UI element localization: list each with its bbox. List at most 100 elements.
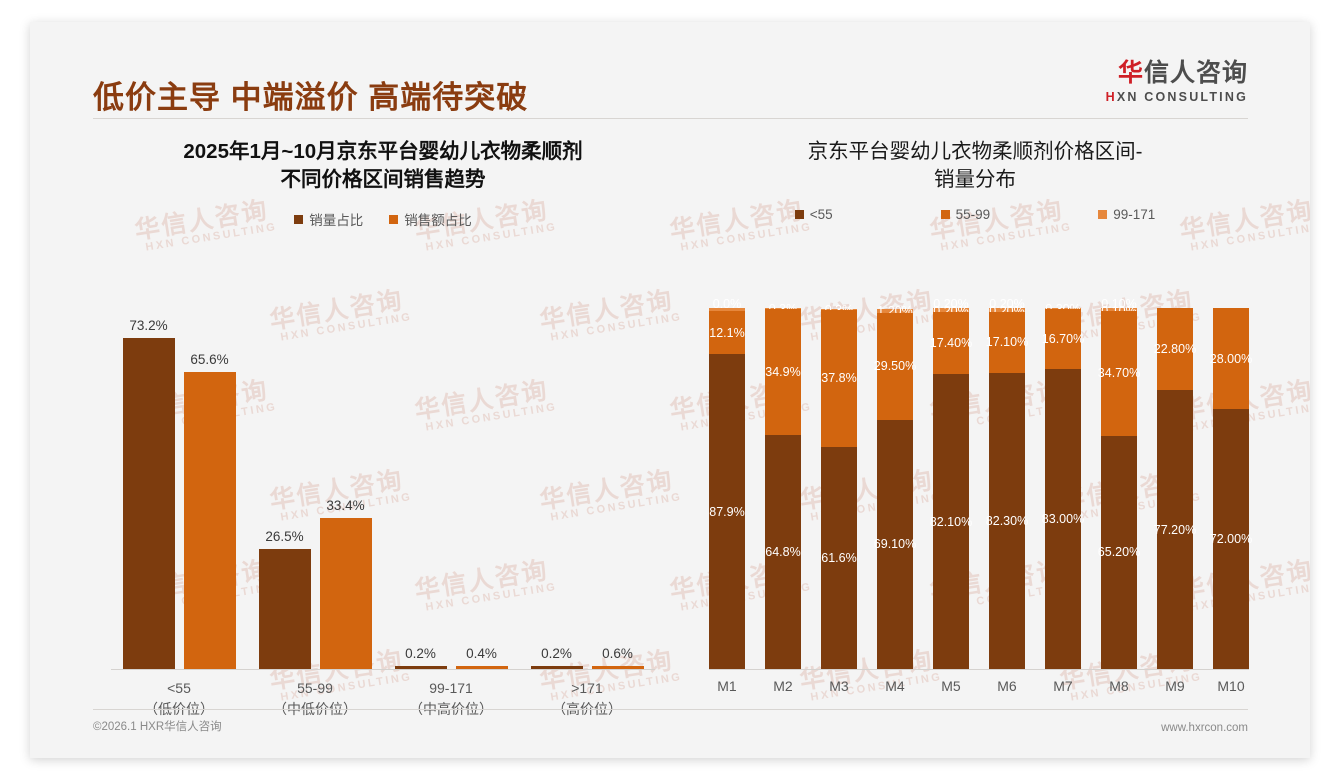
- bar-rect[interactable]: [530, 666, 583, 669]
- stacked-bar-column[interactable]: 0.20%0.20%17.40%82.10%: [930, 297, 972, 669]
- x-axis-category: >171 （高价位）: [531, 678, 644, 720]
- x-axis-category: M7: [1053, 678, 1073, 694]
- logo-en-rest: XN CONSULTING: [1116, 89, 1248, 104]
- stacked-bar-segment[interactable]: 37.8%: [821, 310, 857, 447]
- right-chart-x-axis-labels: M1 M2 M3 M4 M5 M6 M7 M8 M9 M10: [709, 678, 1249, 694]
- segment-value-label: 87.9%: [709, 504, 745, 519]
- right-chart-title-line2: 销量分布: [934, 167, 1016, 191]
- bar-group: 26.5% 33.4%: [258, 308, 372, 669]
- right-chart-legend-item-2[interactable]: 99-171: [1098, 207, 1155, 222]
- stacked-bar-segment[interactable]: 17.40%: [930, 311, 972, 375]
- left-chart-title-line1: 2025年1月~10月京东平台婴幼儿衣物柔顺剂: [183, 140, 583, 163]
- stacked-bar-segment[interactable]: 16.70%: [1042, 309, 1084, 370]
- stacked-bar-column[interactable]: 22.80% 77.20%: [1153, 308, 1197, 669]
- legend-label: <55: [809, 207, 833, 223]
- page-title: 低价主导 中端溢价 高端待突破: [93, 80, 529, 115]
- left-chart-legend-item-0[interactable]: 销量占比: [294, 209, 363, 229]
- stacked-bar-segment[interactable]: 0.10%: [1101, 297, 1137, 311]
- legend-swatch-icon: [940, 210, 950, 220]
- stacked-bar-column[interactable]: 1.20% 29.50% 69.10%: [874, 304, 916, 669]
- bar-group: 0.2% 0.6%: [530, 308, 644, 669]
- right-chart-x-axis-line: [709, 669, 1249, 670]
- bar-rect[interactable]: [183, 372, 236, 669]
- bar-column[interactable]: 73.2%: [122, 308, 175, 669]
- logo-en-red: H: [1105, 89, 1117, 104]
- x-axis-category-main: >171: [571, 680, 603, 696]
- stacked-bar-segment[interactable]: 22.80%: [1153, 308, 1197, 391]
- stacked-bar-column[interactable]: 0.3%34.9%64.8%: [765, 302, 801, 669]
- bar-rect[interactable]: [591, 666, 644, 669]
- left-chart-title-line2: 不同价格区间销售趋势: [280, 167, 486, 191]
- stacked-bar-segment[interactable]: 77.20%: [1153, 390, 1197, 669]
- stacked-bar-column[interactable]: 0.30%16.70%83.00%: [1041, 302, 1085, 669]
- stacked-bar-segment[interactable]: 65.20%: [1097, 435, 1141, 669]
- stacked-bar-column[interactable]: 28.00% 72.00%: [1209, 308, 1253, 669]
- segment-value-label: 65.20%: [1097, 545, 1141, 560]
- segment-value-label: 34.70%: [1097, 366, 1141, 381]
- stacked-bar-segment[interactable]: 87.9%: [709, 354, 745, 669]
- stacked-bar-segment[interactable]: 17.10%: [985, 311, 1029, 374]
- stacked-bar-segment[interactable]: 34.9%: [765, 309, 801, 436]
- left-chart-x-axis-line: [111, 669, 655, 670]
- segment-value-label: 61.6%: [821, 550, 857, 565]
- stacked-bar-segment[interactable]: 69.10%: [874, 419, 916, 669]
- chart-panel-left: 2025年1月~10月京东平台婴幼儿衣物柔顺剂 不同价格区间销售趋势 销量占比销…: [93, 130, 673, 717]
- bar-group: 0.2% 0.4%: [394, 308, 508, 669]
- bar-column[interactable]: 0.6%: [591, 308, 644, 669]
- x-axis-category-main: 99-171: [429, 680, 473, 696]
- segment-value-label: 28.00%: [1209, 351, 1253, 366]
- footer-divider: [93, 709, 1248, 710]
- stacked-bar-segment[interactable]: 0.20%: [933, 297, 969, 311]
- segment-value-label: 72.00%: [1209, 532, 1253, 547]
- stacked-bar-column[interactable]: 0.20%0.20%17.10%82.30%: [985, 297, 1029, 669]
- stacked-bar-segment[interactable]: 29.50%: [874, 313, 916, 420]
- segment-value-label: 22.80%: [1153, 342, 1197, 357]
- stacked-bar-segment[interactable]: 82.30%: [985, 373, 1029, 669]
- stacked-bar-column[interactable]: 0.10%0.10%34.70%65.20%: [1097, 297, 1141, 669]
- stacked-bar-segment[interactable]: 34.70%: [1097, 311, 1141, 436]
- bar-column[interactable]: 26.5%: [258, 308, 311, 669]
- segment-value-label: 64.8%: [765, 545, 801, 560]
- legend-label: 销售额占比: [404, 213, 472, 229]
- segment-value-label: 0.20%: [933, 297, 969, 311]
- segment-value-label: 37.8%: [821, 371, 857, 386]
- right-chart-legend: <55 55-99 99-171: [695, 207, 1255, 222]
- bar-rect[interactable]: [122, 337, 175, 669]
- right-chart-legend-item-0[interactable]: <55: [794, 207, 833, 223]
- bar-value-label: 26.5%: [265, 529, 304, 545]
- segment-value-label: 17.10%: [985, 335, 1029, 350]
- stacked-bar-segment[interactable]: 12.1%: [709, 310, 745, 355]
- segment-value-label: 0.10%: [1101, 297, 1137, 312]
- stacked-bar-segment[interactable]: 61.6%: [821, 446, 857, 669]
- right-chart-title-line1: 京东平台婴幼儿衣物柔顺剂价格区间-: [807, 140, 1143, 163]
- left-chart-legend-item-1[interactable]: 销售额占比: [389, 209, 472, 229]
- header-divider: [93, 118, 1248, 119]
- segment-value-label: 83.00%: [1041, 512, 1085, 527]
- stacked-bar-segment[interactable]: 0.20%: [989, 297, 1025, 311]
- stacked-bar-segment[interactable]: 83.00%: [1041, 369, 1085, 669]
- bar-column[interactable]: 0.4%: [455, 308, 508, 669]
- bar-rect[interactable]: [394, 666, 447, 669]
- bar-column[interactable]: 33.4%: [319, 308, 372, 669]
- stacked-bar-segment[interactable]: 72.00%: [1209, 409, 1253, 669]
- segment-value-label: 77.20%: [1153, 522, 1197, 537]
- stacked-bar-segment[interactable]: 82.10%: [930, 374, 972, 669]
- left-chart-legend: 销量占比 销售额占比: [93, 209, 673, 229]
- bar-rect[interactable]: [258, 549, 311, 669]
- stacked-bar-segment[interactable]: 28.00%: [1209, 308, 1253, 410]
- bar-rect[interactable]: [455, 666, 508, 669]
- bar-column[interactable]: 0.2%: [394, 308, 447, 669]
- stacked-bar-segment[interactable]: 0.0%: [709, 297, 745, 311]
- bar-column[interactable]: 65.6%: [183, 308, 236, 669]
- bar-column[interactable]: 0.2%: [530, 308, 583, 669]
- stacked-bar-column[interactable]: 0.3%37.8%61.6%: [821, 303, 857, 669]
- segment-value-label: 0.0%: [712, 297, 742, 312]
- right-chart-legend-item-1[interactable]: 55-99: [940, 207, 990, 222]
- bar-rect[interactable]: [319, 517, 372, 669]
- bar-value-label: 33.4%: [326, 497, 365, 513]
- x-axis-category: M8: [1109, 678, 1129, 694]
- stacked-bar-segment[interactable]: 64.8%: [765, 435, 801, 669]
- x-axis-category-main: 55-99: [297, 680, 333, 696]
- segment-value-label: 82.30%: [985, 514, 1029, 529]
- stacked-bar-column[interactable]: 0.0% 12.1% 87.9%: [709, 297, 745, 669]
